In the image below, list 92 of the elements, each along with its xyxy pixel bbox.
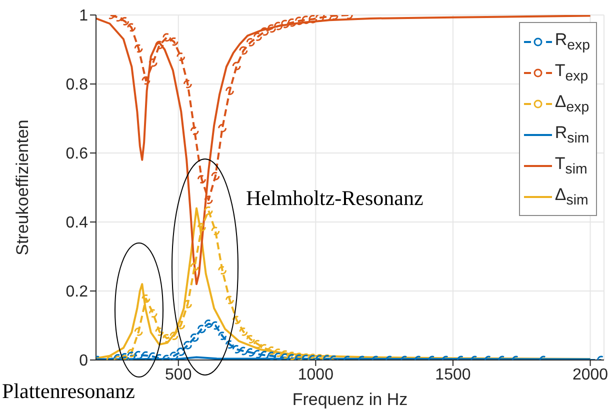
point [239, 327, 248, 336]
point [267, 346, 276, 355]
point [176, 347, 186, 356]
point [308, 15, 318, 24]
point [127, 23, 136, 32]
point [280, 350, 290, 359]
x-tick-label: 1000 [298, 366, 334, 384]
point [170, 332, 178, 340]
point [218, 266, 227, 275]
point [267, 352, 276, 360]
point [218, 332, 227, 340]
point [225, 296, 234, 304]
point [142, 351, 150, 360]
annotation: Helmholtz-Resonanz [246, 186, 424, 210]
point [155, 40, 164, 50]
legend-label: T$_{exp}$ [554, 60, 588, 84]
point [190, 333, 199, 342]
point [288, 18, 296, 27]
point [183, 300, 192, 308]
y-axis-title: Streukoeffizienten [13, 120, 32, 256]
point [134, 350, 143, 360]
y-tick-label: 0.8 [66, 76, 88, 94]
x-tick-label: 1500 [435, 366, 471, 384]
point [302, 16, 310, 24]
y-tick-label: 0.2 [66, 284, 88, 301]
point [142, 76, 150, 85]
point [239, 46, 248, 55]
point [190, 262, 199, 272]
point [225, 340, 234, 349]
legend-label: Δ$_{sim}$ [554, 184, 588, 208]
point [114, 15, 122, 22]
point [204, 206, 213, 215]
point [246, 335, 255, 344]
point [253, 350, 262, 358]
point [127, 352, 136, 360]
point [162, 33, 172, 42]
legend-label: Δ$_{exp}$ [554, 92, 590, 116]
point [162, 334, 172, 343]
y-tick-label: 1 [79, 8, 88, 25]
point [176, 320, 186, 330]
y-tick-label: 0 [79, 352, 88, 370]
point [183, 340, 192, 350]
point [260, 344, 269, 353]
point [294, 16, 304, 26]
point [148, 58, 158, 67]
x-tick-label: 2000 [572, 366, 608, 384]
point [260, 27, 269, 36]
point [204, 320, 213, 328]
point [280, 20, 290, 28]
point [239, 346, 248, 356]
x-axis-title: Frequenz in Hz [292, 390, 408, 409]
point [148, 309, 158, 318]
point [232, 62, 241, 70]
point [183, 80, 192, 88]
point [176, 52, 186, 61]
point [211, 321, 220, 330]
point [232, 345, 241, 354]
y-tick-label: 0.4 [66, 214, 88, 232]
point [274, 348, 283, 358]
text: Plattenresonanz [2, 379, 135, 403]
legend-label: R$_{sim}$ [554, 122, 590, 146]
point [127, 348, 136, 358]
point [204, 196, 213, 204]
point [170, 352, 178, 360]
point [232, 316, 241, 324]
point [197, 324, 206, 334]
legend-label: T$_{sim}$ [554, 154, 588, 178]
point [134, 327, 143, 336]
point [267, 24, 276, 33]
point [134, 44, 143, 53]
point [190, 126, 199, 136]
point [253, 340, 262, 348]
point [246, 348, 255, 357]
point [280, 353, 290, 360]
point [197, 222, 206, 232]
legend-label: R$_{exp}$ [554, 30, 590, 54]
point [225, 86, 234, 96]
point [155, 327, 164, 336]
point [120, 16, 130, 26]
point [197, 174, 206, 184]
point [211, 226, 220, 236]
point [142, 294, 150, 303]
point [218, 124, 227, 132]
x-tick-label: 500 [165, 366, 192, 384]
point [211, 172, 220, 180]
point [170, 37, 178, 46]
line-series [96, 207, 592, 360]
point [274, 22, 283, 30]
line-series [96, 15, 592, 286]
point [253, 32, 262, 41]
point [246, 38, 255, 47]
y-tick-label: 0.6 [66, 146, 88, 163]
